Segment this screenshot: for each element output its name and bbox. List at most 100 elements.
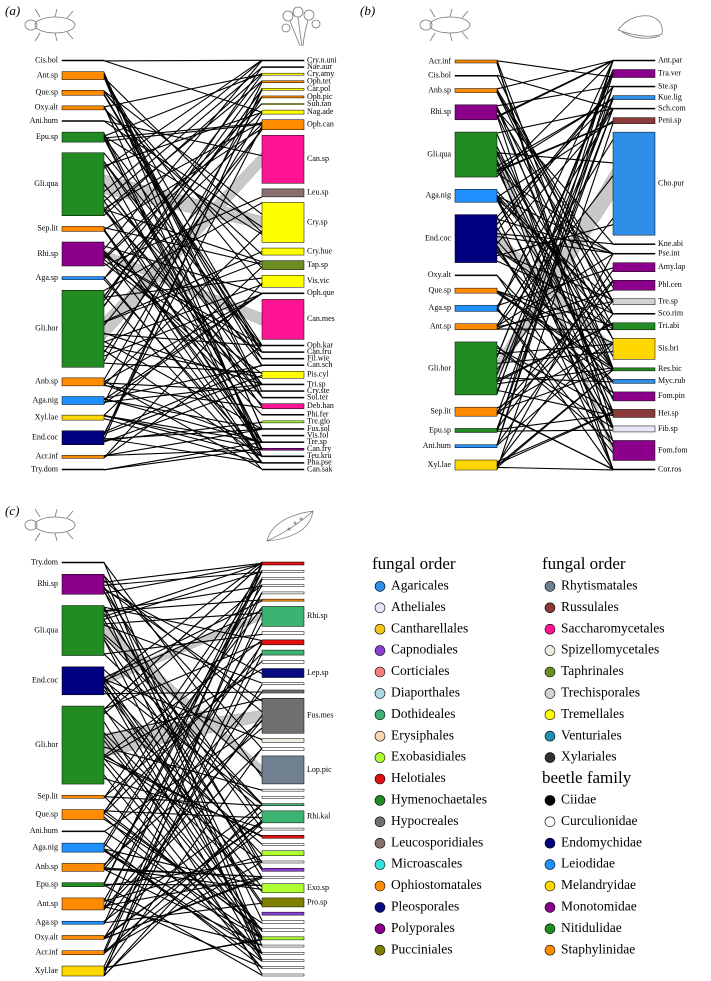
link (496, 60, 614, 311)
upper-node (261, 835, 305, 839)
link (103, 382, 263, 392)
lower-node (61, 90, 105, 96)
link (496, 86, 614, 231)
upper-node (261, 860, 305, 864)
link (103, 748, 263, 911)
upper-node (261, 441, 305, 443)
legend-label: Cantharellales (391, 620, 468, 635)
upper-node (612, 298, 656, 306)
link (103, 295, 263, 470)
link (103, 691, 263, 870)
upper-node (261, 202, 305, 243)
legend-swatch (544, 837, 556, 849)
link (103, 108, 263, 255)
link (103, 585, 263, 845)
lower-node-label: Sep.lit (37, 224, 58, 233)
link (103, 75, 263, 392)
lower-node (61, 71, 105, 80)
lower-node (454, 341, 498, 396)
upper-node (612, 322, 656, 331)
lower-node (454, 274, 498, 277)
upper-node (261, 88, 305, 91)
link (496, 133, 614, 412)
lower-node-label: Gli.qua (34, 625, 58, 634)
upper-node-label: Het.sp (658, 408, 679, 417)
legend-swatch (374, 923, 386, 935)
lower-node-label: Anb.sp (428, 85, 451, 94)
upper-node (261, 274, 305, 288)
upper-node (261, 944, 305, 948)
upper-node (612, 391, 656, 402)
upper-node-label: Fom.fom (658, 445, 688, 454)
upper-node-label: Rhi.kal (307, 812, 331, 821)
lower-node-label: Aga.sp (36, 918, 58, 927)
upper-node-label: Tre.glo (307, 417, 330, 426)
upper-node-label: Kue.lig (658, 92, 682, 101)
link (103, 96, 263, 297)
lower-node (61, 290, 105, 368)
legend-label: Nitidulidae (561, 920, 622, 935)
lower-node (61, 561, 105, 564)
upper-node-label: Cho.pur (658, 178, 684, 187)
upper-node-label: Fil.wie (307, 354, 330, 363)
link (496, 86, 614, 446)
legend-label: Hypocreales (391, 813, 458, 828)
link (103, 421, 263, 442)
lower-node-label: Aga.nig (32, 395, 58, 404)
link (496, 175, 614, 328)
lower-node-label: Que.sp (429, 285, 451, 294)
upper-node-label: Oph.tet (307, 77, 332, 86)
lower-node-label: Oxy.alt (428, 270, 452, 279)
upper-node (612, 252, 656, 255)
link (103, 561, 263, 683)
upper-node (261, 344, 305, 347)
lower-node-label: Que.sp (36, 809, 58, 818)
upper-node (612, 85, 656, 88)
link (103, 747, 263, 972)
legend-swatch (374, 880, 386, 892)
upper-node-label: Tap.sp (307, 260, 328, 269)
upper-node-label: Lop.pic (307, 765, 332, 774)
upper-node (261, 788, 305, 792)
upper-node (612, 440, 656, 461)
upper-node (261, 59, 305, 62)
lower-node (61, 795, 105, 799)
leaf-icon (266, 510, 314, 542)
upper-node (612, 262, 656, 272)
legend-label: Helotiales (391, 770, 446, 785)
link (103, 344, 263, 459)
lower-node (454, 131, 498, 178)
link (103, 129, 263, 353)
upper-node (261, 867, 305, 872)
lower-node-label: Epu.sp (36, 132, 58, 141)
link (103, 563, 263, 884)
yeast-icon (281, 6, 321, 47)
link (103, 854, 263, 902)
upper-node (612, 117, 656, 124)
legend-label: Saccharomycetales (561, 620, 664, 635)
link (496, 253, 614, 327)
upper-node-label: Pro.sp (307, 897, 327, 906)
link (103, 562, 263, 778)
upper-node-label: Sis.bri (658, 344, 679, 353)
upper-node-label: Tri.abi (658, 321, 680, 330)
links (103, 59, 614, 977)
legend-label: Leiodidae (561, 856, 615, 871)
link (103, 612, 263, 625)
legend-label: Venturiales (561, 727, 622, 742)
upper-node (261, 455, 305, 458)
legend-label: Rhytismatales (561, 577, 638, 592)
link (103, 575, 263, 749)
beetle-icon (24, 8, 76, 42)
lower-node-label: Acr.inf (429, 56, 452, 65)
lower-node (61, 950, 105, 955)
upper-node (261, 936, 305, 941)
legend-title: fungal order (542, 554, 626, 573)
link (496, 108, 614, 415)
link (103, 364, 263, 433)
link (496, 74, 614, 110)
link (496, 96, 614, 383)
link (103, 230, 263, 386)
lower-node (61, 830, 105, 833)
lower-node (61, 809, 105, 820)
